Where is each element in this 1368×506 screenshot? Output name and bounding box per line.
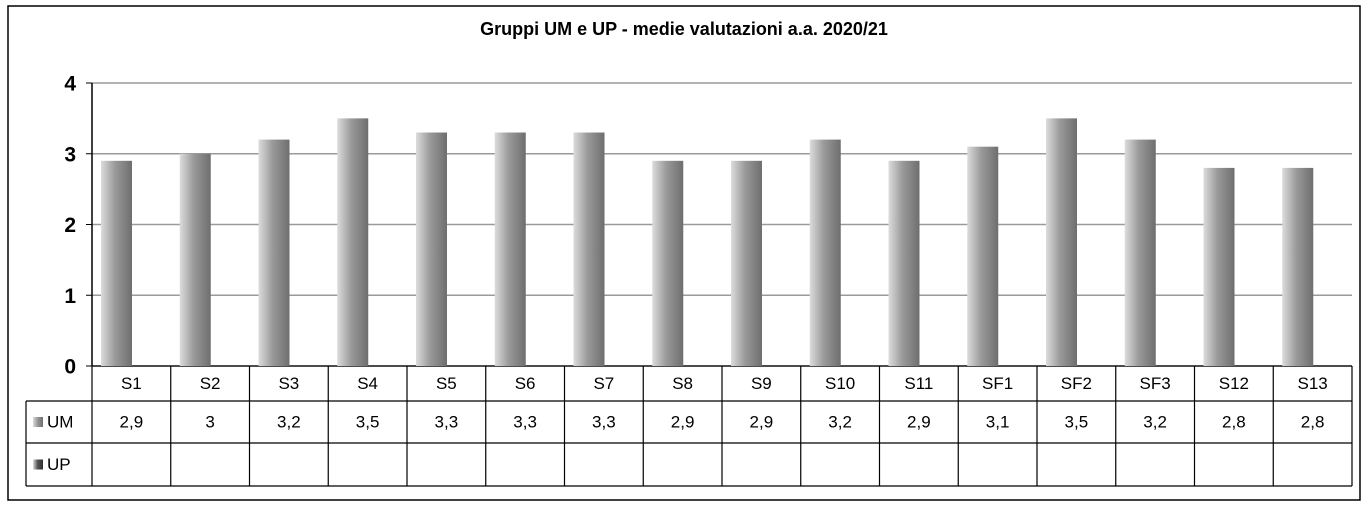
data-label: 2,8 [1301,412,1325,431]
y-tick-label: 4 [64,73,76,96]
data-label: 3,3 [435,412,459,431]
y-tick-label: 0 [64,356,76,379]
data-label: 3,2 [1143,412,1167,431]
data-label: 3,2 [277,412,301,431]
x-tick-label: S3 [278,374,299,393]
y-tick-label: 3 [64,143,76,166]
x-tick-label: S5 [436,374,457,393]
bar [809,139,841,366]
x-tick-label: SF1 [982,374,1013,393]
data-label: 2,9 [750,412,774,431]
legend-label: UM [47,412,73,431]
bar [573,132,605,366]
bar [179,153,211,366]
bar [967,146,999,366]
data-label: 3,5 [1065,412,1089,431]
legend-marker [33,459,43,470]
data-label: 2,8 [1222,412,1246,431]
x-tick-label: SF2 [1061,374,1092,393]
bar [494,132,526,366]
data-label: 3,3 [592,412,616,431]
x-tick-label: S9 [751,374,772,393]
bar [1203,167,1235,366]
bar [731,160,762,366]
x-tick-label: S12 [1219,374,1249,393]
x-tick-label: S2 [200,374,221,393]
bar [1282,167,1314,366]
bar [1046,118,1077,366]
bar [888,160,920,366]
bar [337,118,369,366]
chart-title: Gruppi UM e UP - medie valutazioni a.a. … [480,19,888,39]
x-tick-label: S13 [1298,374,1328,393]
y-tick-label: 2 [64,214,76,237]
legend-label: UP [47,455,71,474]
data-label: 3,2 [828,412,852,431]
x-tick-label: S10 [825,374,855,393]
data-label: 2,9 [907,412,931,431]
data-label: 2,9 [120,412,144,431]
data-label: 3 [205,412,214,431]
data-label: 3,1 [986,412,1010,431]
bar [1124,139,1156,366]
x-tick-label: SF3 [1140,374,1171,393]
x-tick-label: S4 [357,374,378,393]
y-tick-label: 1 [64,285,76,308]
bar [652,160,684,366]
x-tick-label: S11 [904,374,933,393]
data-label: 2,9 [671,412,695,431]
data-label: 3,3 [513,412,537,431]
x-tick-label: S1 [121,374,142,393]
bar [416,132,447,366]
x-tick-label: S6 [515,374,536,393]
x-tick-label: S8 [672,374,693,393]
data-label: 3,5 [356,412,380,431]
bar [258,139,290,366]
legend-marker [33,417,43,427]
x-tick-label: S7 [593,374,614,393]
bar [101,160,132,366]
